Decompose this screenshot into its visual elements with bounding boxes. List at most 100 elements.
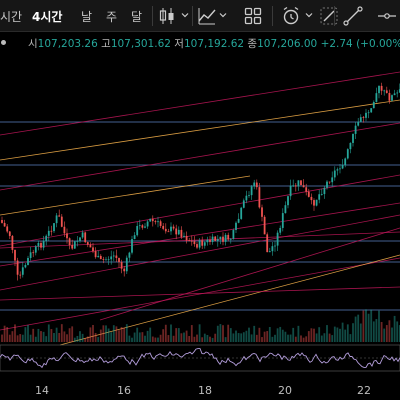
ohlc-legend: 시107,203.26 고107,301.62 저107,192.62 종107…: [28, 36, 400, 52]
volume-bar: [115, 326, 118, 342]
candle-body: [294, 185, 297, 187]
candle-body: [131, 239, 133, 253]
volume-bar: [149, 327, 152, 342]
candle-body: [188, 240, 191, 242]
trend-channel-line: [0, 202, 400, 267]
volume-bar: [19, 334, 22, 342]
candle-body: [242, 200, 245, 208]
horizontal-line-icon[interactable]: [376, 5, 398, 27]
volume-bar: [14, 324, 16, 342]
timeframe-1h[interactable]: 시간: [0, 10, 23, 24]
volume-bar: [229, 328, 232, 342]
volume-bar: [42, 331, 45, 342]
candle-body: [97, 255, 100, 258]
volume-bar: [79, 331, 81, 342]
volume-bar: [125, 324, 128, 342]
volume-bar: [63, 331, 66, 342]
volume-bar: [378, 310, 380, 342]
close-label: 종: [247, 38, 258, 50]
toolbar-divider: [152, 6, 153, 26]
candle-body: [398, 89, 400, 93]
volume-bar: [131, 337, 133, 342]
candle-body: [162, 225, 165, 229]
candle-body: [222, 236, 224, 242]
candle-body: [120, 262, 123, 269]
volume-bar: [227, 324, 230, 342]
volume-bar: [185, 330, 188, 342]
candles-icon[interactable]: [156, 5, 178, 27]
candle-body: [185, 235, 188, 241]
candle-body: [170, 226, 172, 232]
candle-body: [339, 168, 341, 170]
timeframe-week[interactable]: 주: [106, 10, 118, 24]
candle-body: [84, 232, 87, 243]
volume-bar: [235, 330, 237, 342]
candle-body: [310, 196, 313, 201]
toolbar-divider: [334, 6, 335, 26]
high-label: 고: [101, 38, 111, 50]
candle-body: [284, 205, 287, 214]
volume-bar: [211, 337, 214, 342]
volume-bar: [253, 325, 256, 342]
candle-body: [154, 221, 157, 223]
candle-body: [21, 267, 24, 275]
candle-body: [27, 257, 29, 265]
candle-body: [370, 108, 373, 113]
candle-body: [305, 187, 308, 192]
layout-grid-icon[interactable]: [242, 5, 264, 27]
time-axis-label: 18: [198, 384, 212, 397]
indicator-band: [0, 344, 400, 372]
volume-bar: [34, 336, 37, 342]
trend-channel-line: [99, 227, 400, 321]
candle-body: [128, 252, 131, 258]
candle-body: [297, 180, 300, 187]
candle-body: [315, 199, 318, 206]
candle-body: [352, 133, 354, 143]
volume-bar: [201, 337, 204, 342]
volume-bar: [365, 309, 367, 342]
chevron-down-icon[interactable]: [219, 11, 227, 19]
indicators-icon[interactable]: [196, 5, 218, 27]
trend-channel-line: [0, 286, 400, 301]
alert-icon[interactable]: [280, 5, 302, 27]
volume-bar: [263, 331, 266, 342]
volume-bar: [357, 314, 360, 342]
candle-body: [107, 259, 110, 261]
volume-bar: [391, 327, 393, 342]
candle-body: [193, 241, 196, 245]
volume-bar: [58, 332, 61, 342]
candle-body: [94, 251, 97, 258]
trendline-icon[interactable]: [342, 5, 364, 27]
volume-bar: [362, 310, 365, 342]
candle-body: [258, 187, 261, 208]
candle-body: [279, 227, 282, 233]
volume-bar: [29, 334, 32, 342]
candle-body: [357, 121, 360, 126]
volume-bar: [396, 321, 399, 342]
candle-body: [149, 218, 152, 222]
volume-bar: [162, 329, 165, 342]
candle-body: [318, 194, 321, 200]
symbol-status-dot: [1, 40, 6, 45]
timeframe-4h[interactable]: 4시간: [32, 10, 63, 24]
candle-body: [396, 92, 399, 94]
pen-tool-icon[interactable]: [318, 5, 340, 27]
candle-body: [235, 222, 237, 231]
volume-bar: [333, 326, 336, 342]
timeframe-day[interactable]: 날: [81, 10, 93, 24]
volume-bar: [32, 328, 35, 342]
chevron-down-icon[interactable]: [181, 11, 189, 19]
volume-bar: [297, 325, 300, 342]
candle-body: [118, 258, 120, 263]
candle-body: [261, 207, 263, 217]
candle-body: [3, 222, 6, 227]
low-label: 저: [174, 38, 184, 50]
time-axis-label: 20: [278, 384, 292, 397]
chevron-down-icon[interactable]: [305, 11, 313, 19]
candle-body: [209, 239, 211, 242]
candle-body: [133, 235, 136, 240]
timeframe-month[interactable]: 달: [131, 10, 143, 24]
volume-bar: [206, 334, 209, 342]
volume-bar: [315, 333, 318, 342]
